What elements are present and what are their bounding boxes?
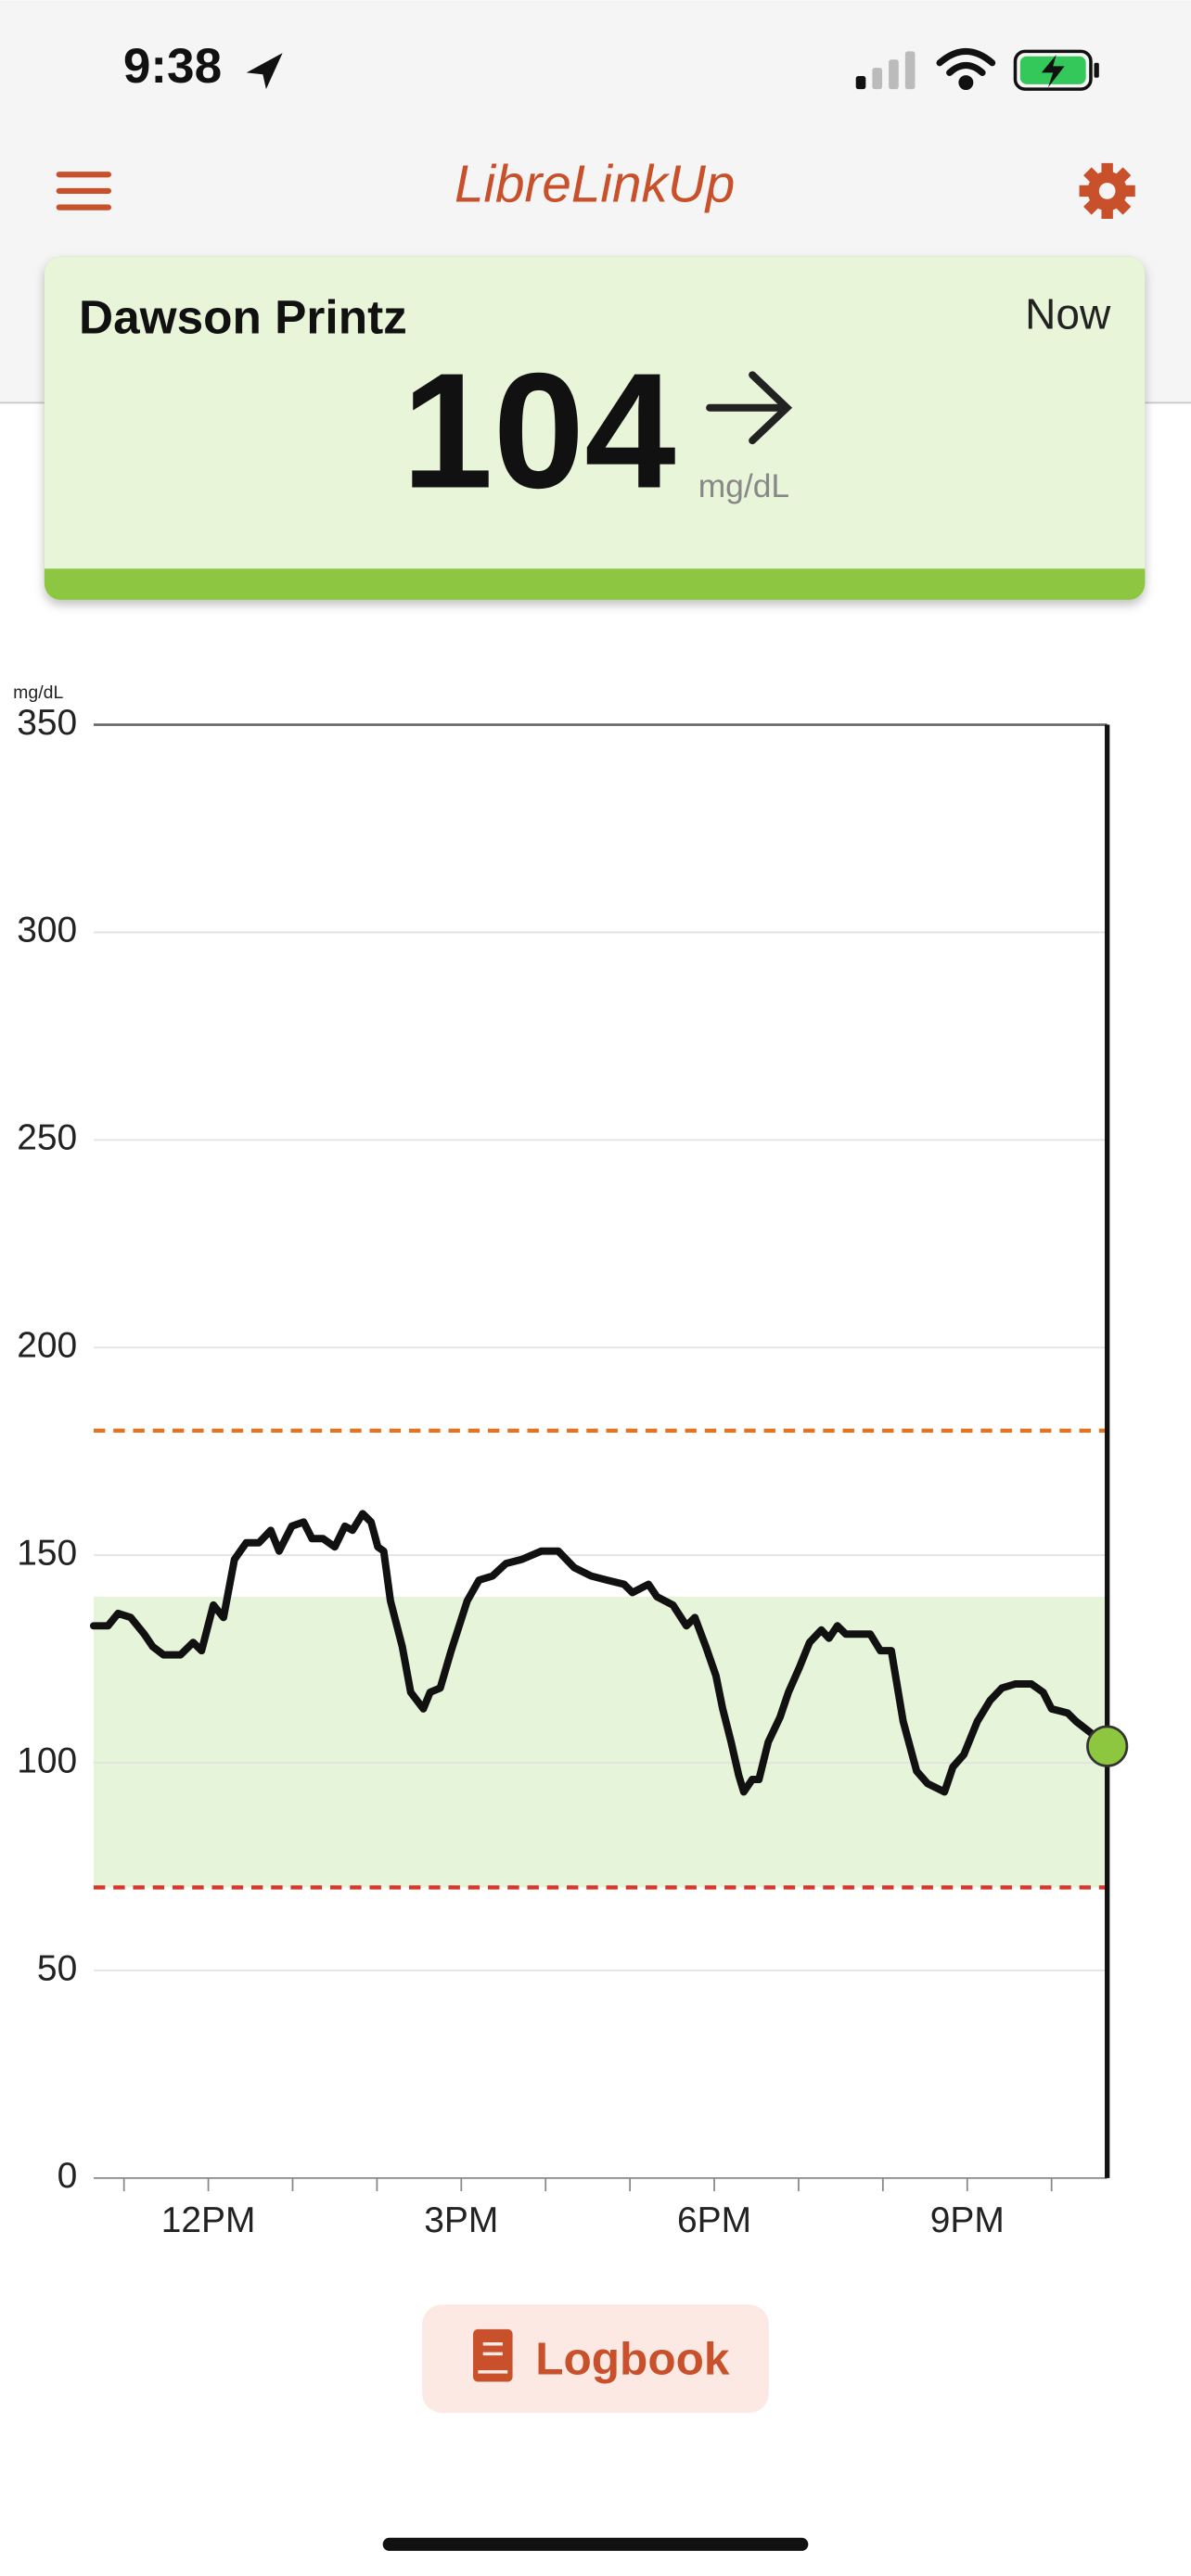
y-tick-label: 200: [17, 1326, 77, 1366]
y-tick-label: 250: [17, 1118, 77, 1158]
y-tick-label: 50: [37, 1948, 77, 1988]
y-tick-label: 100: [17, 1741, 77, 1780]
logbook-button[interactable]: Logbook: [422, 2304, 769, 2414]
app-title: LibreLinkUp: [455, 155, 735, 213]
current-reading-dot: [1086, 1725, 1129, 1767]
clock: 9:38: [123, 39, 222, 94]
home-indicator: [382, 2537, 809, 2551]
y-tick-label: 300: [17, 911, 77, 950]
location-icon: [246, 53, 283, 90]
trend-arrow: [706, 371, 793, 445]
x-tick-label: 12PM: [161, 2200, 256, 2240]
patient-name: Dawson Printz: [79, 290, 407, 343]
y-tick-label: 0: [58, 2156, 78, 2196]
glucose-chart: 0 50 100 150 200 250 300 350 12PM 3PM 6PM 9PM: [17, 703, 1129, 2240]
glucose-value: 104: [402, 338, 675, 522]
glucose-unit: mg/dL: [698, 467, 789, 504]
wifi-icon: [936, 48, 996, 91]
x-tick-label: 3PM: [424, 2200, 498, 2240]
signal-icon: [855, 51, 916, 90]
reading-time: Now: [1025, 289, 1111, 338]
x-tick-label: 6PM: [677, 2200, 751, 2240]
menu-button[interactable]: [56, 172, 111, 210]
reading-card[interactable]: Dawson Printz Now 104 mg/dL: [44, 256, 1146, 600]
settings-button[interactable]: [1079, 162, 1135, 220]
y-tick-label: 150: [17, 1533, 77, 1573]
logbook-label: Logbook: [535, 2332, 730, 2384]
target-range: [93, 1596, 1108, 1888]
y-tick-label: 350: [17, 703, 77, 743]
glucose-line: [89, 1510, 1111, 1796]
battery-icon: [1013, 49, 1099, 91]
y-axis-label: mg/dL: [13, 682, 63, 703]
x-tick-label: 9PM: [930, 2200, 1005, 2240]
